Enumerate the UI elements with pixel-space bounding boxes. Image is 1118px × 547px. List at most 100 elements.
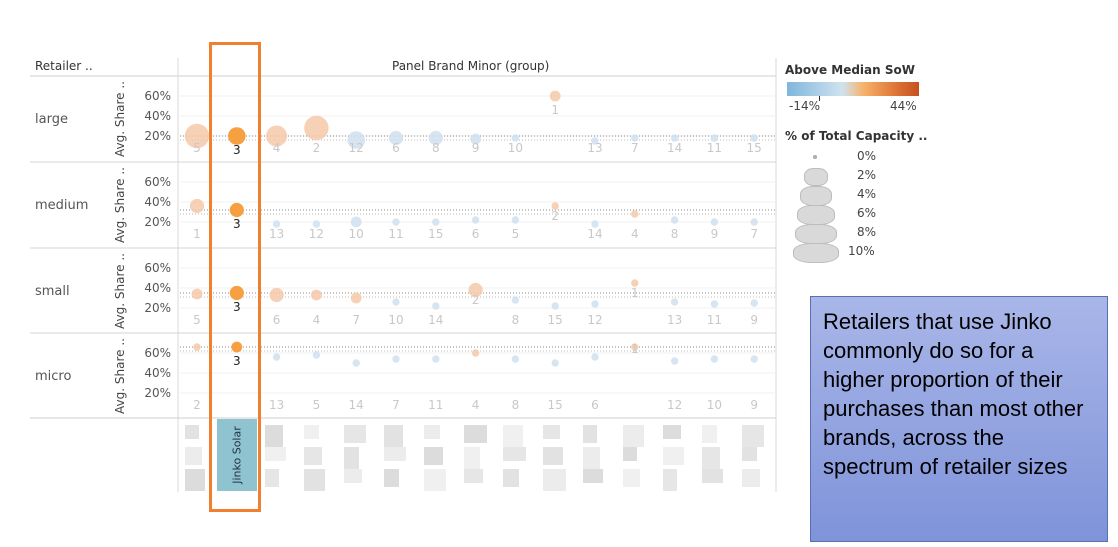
rank-label-large-14: 14 [667, 141, 682, 155]
rank-label-large-11: 11 [707, 141, 722, 155]
y-axis-label-medium: Avg. Share .. [113, 167, 127, 243]
size-legend-shape [795, 224, 837, 244]
rank-label-micro-1: 1 [631, 342, 639, 356]
point-large-8 [428, 130, 443, 146]
point-micro-7 [392, 355, 400, 363]
rank-label-small-6: 6 [273, 313, 281, 327]
rank-label-large-5: 5 [193, 141, 201, 155]
blurred-brand-cell [543, 447, 564, 465]
blurred-brand-cell [503, 425, 524, 447]
point-medium-3 [229, 202, 244, 218]
jinko-brand-label[interactable]: Jinko Solar [217, 419, 257, 491]
y-tick-micro-2: 20% [144, 386, 171, 400]
rank-label-small-2: 2 [472, 293, 480, 307]
blurred-brand-cell [543, 469, 567, 491]
point-small-10 [392, 298, 400, 306]
jinko-brand-text: Jinko Solar [230, 426, 244, 484]
blurred-brand-cell [702, 425, 718, 443]
point-small-8 [511, 296, 520, 304]
point-small-4 [311, 289, 322, 301]
blurred-brand-cell [304, 447, 323, 465]
size-legend-label: 6% [857, 206, 877, 220]
point-small-12 [591, 300, 599, 308]
rank-label-medium-3: 3 [233, 217, 241, 231]
rank-label-medium-12: 12 [309, 227, 324, 241]
rank-label-large-9: 9 [472, 141, 480, 155]
blurred-brand-cell [662, 469, 677, 491]
row-label-medium: medium [35, 198, 88, 213]
blurred-brand-cell [185, 425, 199, 439]
blurred-brand-cell [503, 469, 520, 487]
rank-label-micro-2: 2 [193, 398, 201, 412]
blurred-brand-cell [423, 469, 446, 491]
point-small-5 [191, 288, 203, 300]
row-label-large: large [35, 112, 68, 127]
point-micro-14 [352, 359, 360, 367]
point-large-14 [670, 134, 679, 142]
rank-label-large-4: 4 [273, 141, 281, 155]
y-axis-label-micro: Avg. Share .. [113, 338, 127, 414]
blurred-brand-cell [384, 447, 406, 461]
rank-label-medium-13: 13 [269, 227, 284, 241]
blurred-brand-cell [503, 447, 527, 461]
rank-label-medium-7: 7 [750, 227, 758, 241]
rank-label-large-15: 15 [747, 141, 762, 155]
y-tick-micro-1: 40% [144, 366, 171, 380]
point-large-7 [631, 134, 639, 142]
rank-label-medium-4: 4 [631, 227, 639, 241]
color-legend-title: Above Median SoW [785, 63, 915, 77]
rank-label-small-14: 14 [428, 313, 443, 327]
callout-box: Retailers that use Jinko commonly do so … [810, 296, 1108, 542]
rank-label-medium-14: 14 [587, 227, 602, 241]
point-micro-12 [670, 357, 679, 365]
rank-label-micro-7: 7 [392, 398, 400, 412]
blurred-brand-cell [304, 425, 320, 439]
point-large-5 [184, 123, 210, 149]
y-axis-label-large: Avg. Share .. [113, 81, 127, 157]
blurred-brand-cell [344, 447, 360, 469]
rank-label-micro-10: 10 [707, 398, 722, 412]
size-legend-label: 0% [857, 149, 877, 163]
row-label-micro: micro [35, 369, 71, 384]
rank-label-small-7: 7 [352, 313, 360, 327]
rank-label-large-13: 13 [587, 141, 602, 155]
y-tick-small-2: 20% [144, 301, 171, 315]
point-micro-10 [710, 355, 719, 363]
point-medium-11 [392, 218, 400, 226]
blurred-brand-cell [384, 425, 403, 447]
point-medium-1 [189, 198, 205, 214]
rank-label-large-12: 12 [349, 141, 364, 155]
point-large-6 [388, 130, 404, 146]
rank-label-micro-15: 15 [548, 398, 563, 412]
size-legend-shape [793, 243, 839, 263]
point-micro-2 [193, 343, 201, 351]
rank-label-medium-11: 11 [388, 227, 403, 241]
blurred-brand-cell [702, 469, 724, 483]
blurred-brand-cell [384, 469, 399, 487]
rank-label-micro-3: 3 [233, 354, 241, 368]
point-small-15 [551, 302, 559, 310]
blurred-brand-cell [304, 469, 326, 491]
point-micro-1 [631, 343, 639, 351]
rank-label-micro-4: 4 [472, 398, 480, 412]
rank-label-medium-10: 10 [349, 227, 364, 241]
retailer-header: Retailer .. [35, 59, 93, 73]
y-tick-small-0: 60% [144, 261, 171, 275]
rank-label-small-9: 9 [750, 313, 758, 327]
blurred-brand-cell [662, 447, 684, 465]
blurred-brand-cell [264, 447, 286, 461]
point-large-11 [710, 134, 719, 142]
point-small-7 [350, 292, 362, 304]
rank-label-large-3: 3 [233, 143, 241, 157]
point-medium-15 [432, 218, 440, 226]
point-large-12 [347, 131, 366, 149]
rank-label-small-5: 5 [193, 313, 201, 327]
point-large-4 [266, 125, 288, 147]
rank-label-small-13: 13 [667, 313, 682, 327]
point-micro-6 [591, 353, 599, 361]
rank-label-large-7: 7 [631, 141, 639, 155]
blurred-brand-cell [185, 469, 205, 491]
point-micro-5 [312, 351, 321, 359]
rank-label-small-10: 10 [388, 313, 403, 327]
blurred-brand-cell [662, 425, 681, 439]
